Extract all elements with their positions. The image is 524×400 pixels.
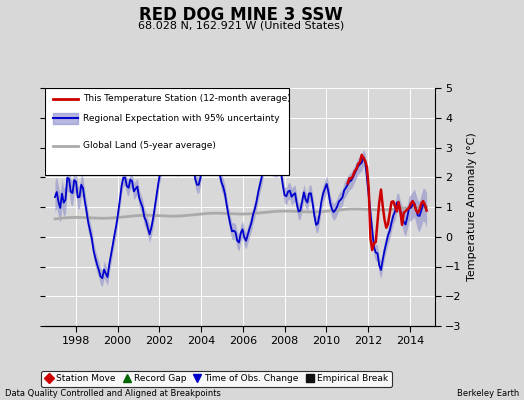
Text: RED DOG MINE 3 SSW: RED DOG MINE 3 SSW bbox=[139, 6, 343, 24]
Text: Global Land (5-year average): Global Land (5-year average) bbox=[83, 141, 216, 150]
Text: 68.028 N, 162.921 W (United States): 68.028 N, 162.921 W (United States) bbox=[138, 21, 344, 31]
FancyBboxPatch shape bbox=[45, 88, 289, 175]
Y-axis label: Temperature Anomaly (°C): Temperature Anomaly (°C) bbox=[467, 133, 477, 281]
Text: Berkeley Earth: Berkeley Earth bbox=[456, 389, 519, 398]
Text: This Temperature Station (12-month average): This Temperature Station (12-month avera… bbox=[83, 94, 290, 103]
Legend: Station Move, Record Gap, Time of Obs. Change, Empirical Break: Station Move, Record Gap, Time of Obs. C… bbox=[41, 371, 391, 387]
Text: Regional Expectation with 95% uncertainty: Regional Expectation with 95% uncertaint… bbox=[83, 114, 279, 123]
Text: Data Quality Controlled and Aligned at Breakpoints: Data Quality Controlled and Aligned at B… bbox=[5, 389, 221, 398]
